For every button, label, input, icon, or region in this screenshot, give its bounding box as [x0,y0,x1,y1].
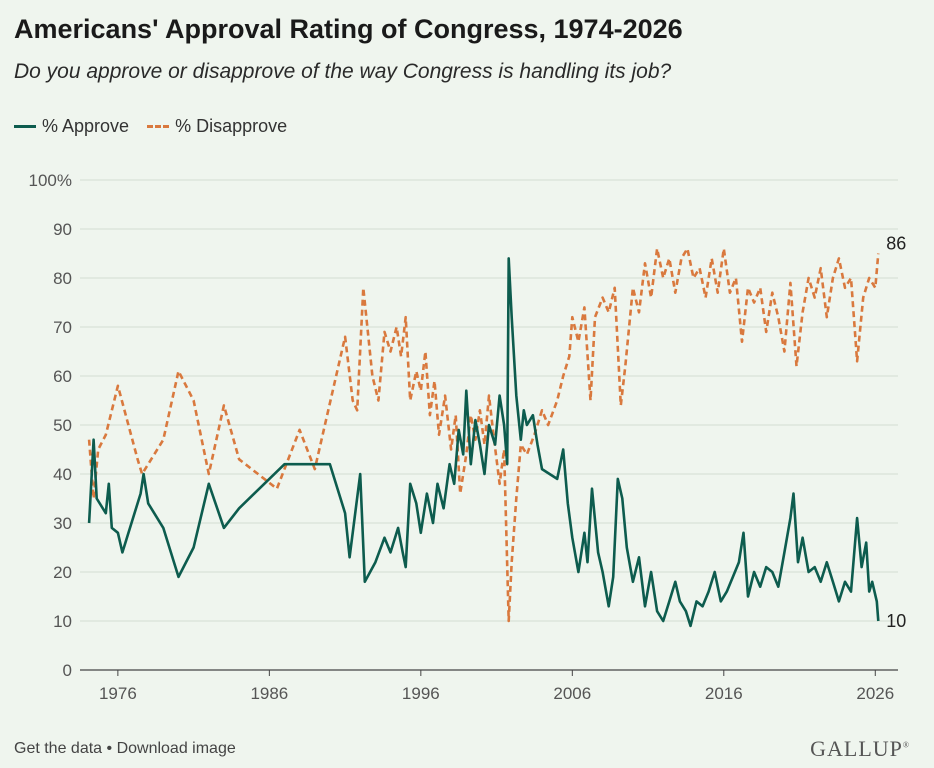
disapprove-line [87,247,880,623]
legend-label-approve: % Approve [42,116,130,136]
logo-text: GALLUP [810,736,903,761]
approve-end-label: 10 [886,611,906,631]
legend-item-approve: % Approve [14,116,129,137]
axes: 0 10 20 30 40 50 60 70 80 90 100% 1976 1986 1996 2006 2… [29,171,898,703]
y-tick-label-80: 80 [53,269,72,288]
get-data-link[interactable]: Get the data [14,740,103,757]
x-tick-label-2006: 2006 [553,684,591,703]
approve-line [87,257,880,628]
end-labels: 86 10 [886,234,906,632]
legend-swatch-approve [14,125,36,128]
gallup-logo: GALLUP® [810,736,910,762]
y-tick-label-70: 70 [53,318,72,337]
y-tick-label-90: 90 [53,220,72,239]
y-tick-label-50: 50 [53,416,72,435]
y-tick-label-100: 100% [29,171,72,190]
y-tick-label-20: 20 [53,563,72,582]
series-lines [87,247,880,628]
x-tick-label-2016: 2016 [705,684,743,703]
y-tick-label-0: 0 [63,661,72,680]
x-tick-label-1986: 1986 [250,684,288,703]
y-tick-label-40: 40 [53,465,72,484]
x-tick-label-1976: 1976 [99,684,137,703]
logo-registered-mark: ® [902,740,910,750]
footer-separator: • [102,740,117,757]
legend-item-disapprove: % Disapprove [147,116,287,137]
footer: Get the data • Download image [14,740,236,758]
chart-title: Americans' Approval Rating of Congress, … [14,14,683,44]
x-tick-label-2026: 2026 [856,684,894,703]
line-chart: 0 10 20 30 40 50 60 70 80 90 100% 1976 1986 1996 2006 2… [29,171,907,703]
download-image-link[interactable]: Download image [116,740,236,757]
x-tick-label-1996: 1996 [402,684,440,703]
y-tick-label-30: 30 [53,514,72,533]
legend: % Approve % Disapprove [14,116,305,137]
disapprove-end-label: 86 [886,234,906,254]
y-tick-label-10: 10 [53,612,72,631]
legend-swatch-disapprove [147,125,170,128]
y-tick-label-60: 60 [53,367,72,386]
legend-label-disapprove: % Disapprove [175,116,288,136]
chart-subtitle: Do you approve or disapprove of the way … [14,60,672,83]
